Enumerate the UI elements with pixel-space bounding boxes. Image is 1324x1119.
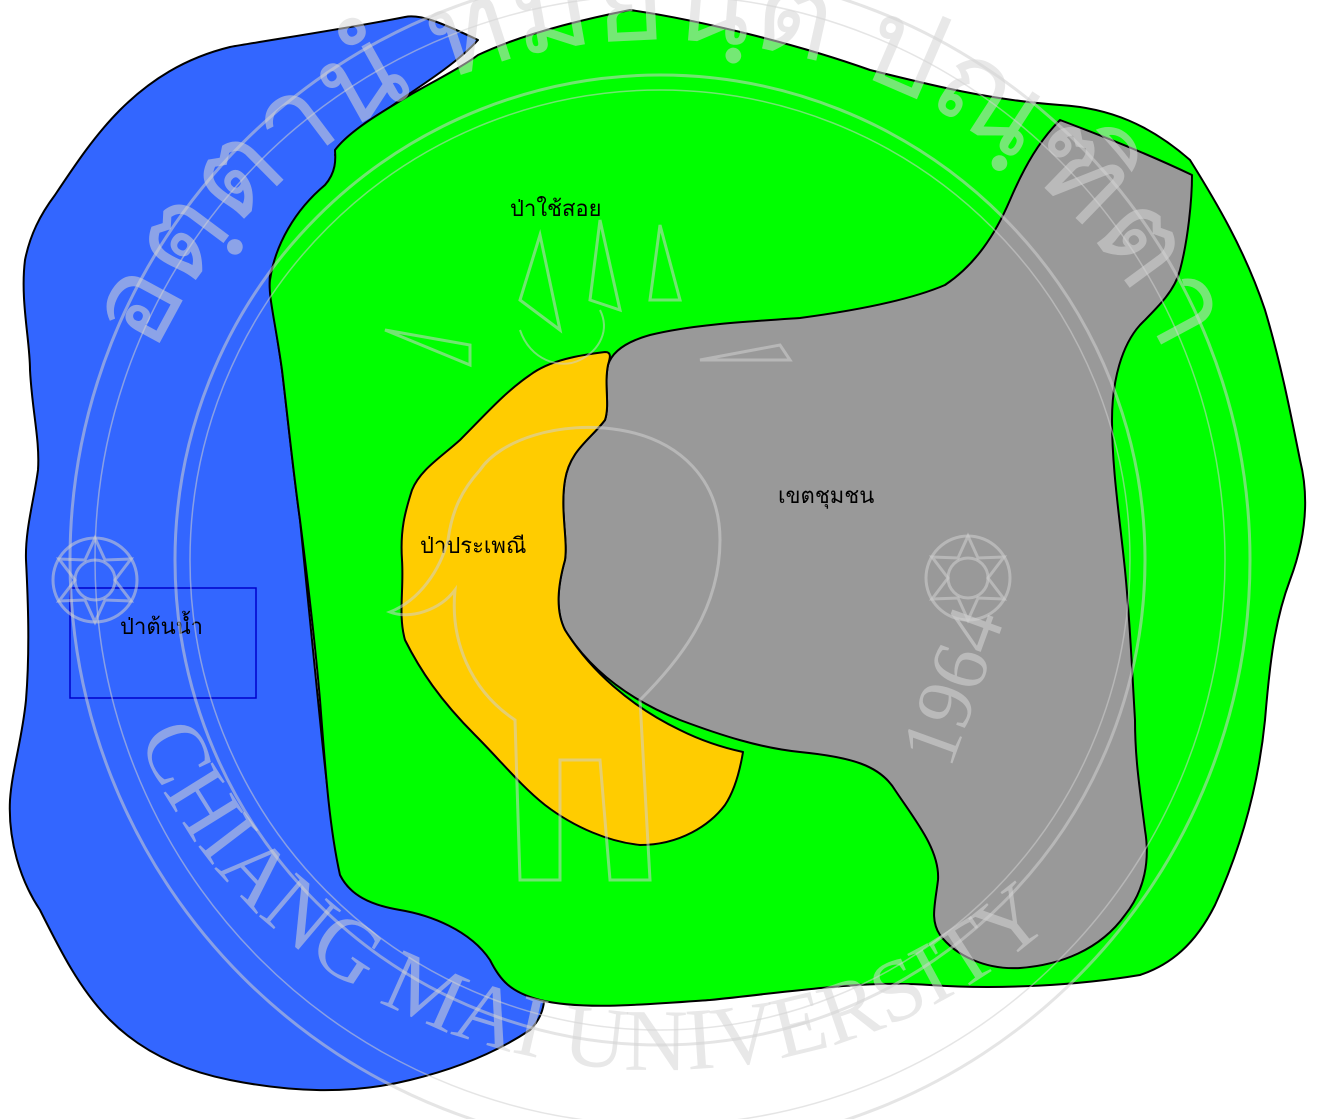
label-community: เขตชุมชน [778, 484, 874, 509]
flower-emblem-left-icon [51, 534, 139, 626]
elephant-crown-emblem-icon [384, 219, 793, 882]
label-watershed-forest: ป่าต้นน้ำ [120, 611, 203, 640]
flower-emblem-right-icon [924, 532, 1012, 624]
label-traditional-forest: ป่าประเพณี [420, 534, 526, 559]
label-box-watershed [69, 587, 257, 699]
label-utility-forest: ป่าใช้สอย [510, 196, 602, 222]
zone-traditional-forest [400, 351, 744, 846]
zone-community [557, 119, 1193, 970]
